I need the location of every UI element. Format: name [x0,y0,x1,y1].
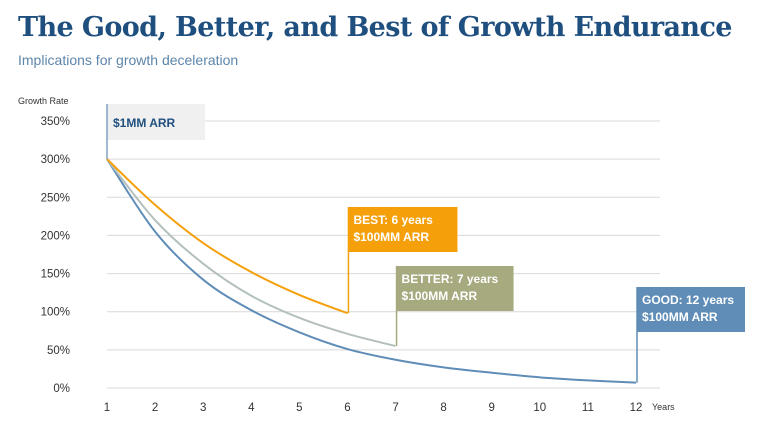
best-series-line [106,158,348,315]
y-axis-label: Growth Rate [18,96,69,106]
better-series-line [106,158,396,348]
series-layer [106,158,637,384]
x-tick-label: 11 [582,402,594,414]
good-series-line [106,158,637,384]
x-tick-label: 5 [296,402,302,414]
annotation-layer: $1MM ARR BEST: 6 years $100MM ARR BETTER: 7… [106,104,745,383]
best-annotation-label: $100MM ARR [353,230,429,244]
y-tick-label: 0% [53,383,70,395]
good-annotation-box [637,287,745,332]
y-axis-ticks: 0% 50% 100% 150% 200% 250% 300% 350% [41,116,70,395]
x-tick-label: 7 [392,402,398,414]
best-annotation-box [348,207,458,252]
y-tick-label: 300% [41,154,70,166]
x-tick-label: 12 [630,402,643,414]
y-tick-label: 250% [41,192,70,204]
better-annotation-label: BETTER: 7 years [402,272,499,286]
good-annotation-label: $100MM ARR [642,310,718,324]
start-annotation-label: $1MM ARR [113,116,176,130]
y-tick-label: 350% [41,116,70,128]
x-axis-ticks: 1 2 3 4 5 6 7 8 9 10 11 12 [104,402,643,414]
y-tick-label: 100% [41,307,70,319]
grid-layer [107,120,660,389]
start-annotation-box [107,104,205,140]
good-annotation-label: GOOD: 12 years [642,293,734,307]
y-tick-label: 150% [41,269,70,281]
best-annotation-label: BEST: 6 years [353,213,433,227]
x-tick-label: 2 [152,402,158,414]
x-tick-label: 9 [489,402,495,414]
y-tick-label: 50% [47,345,70,357]
x-tick-label: 10 [533,402,546,414]
x-tick-label: 3 [200,402,206,414]
x-tick-label: 6 [344,402,350,414]
chart-title: The Good, Better, and Best of Growth End… [18,12,732,43]
chart-subtitle: Implications for growth deceleration [18,52,239,68]
y-tick-label: 200% [41,230,70,242]
x-axis-label: Years [652,402,675,412]
x-tick-label: 8 [440,402,446,414]
x-tick-label: 4 [248,402,255,414]
x-tick-label: 1 [104,402,110,414]
better-annotation-box [396,266,514,311]
better-annotation-label: $100MM ARR [402,289,478,303]
